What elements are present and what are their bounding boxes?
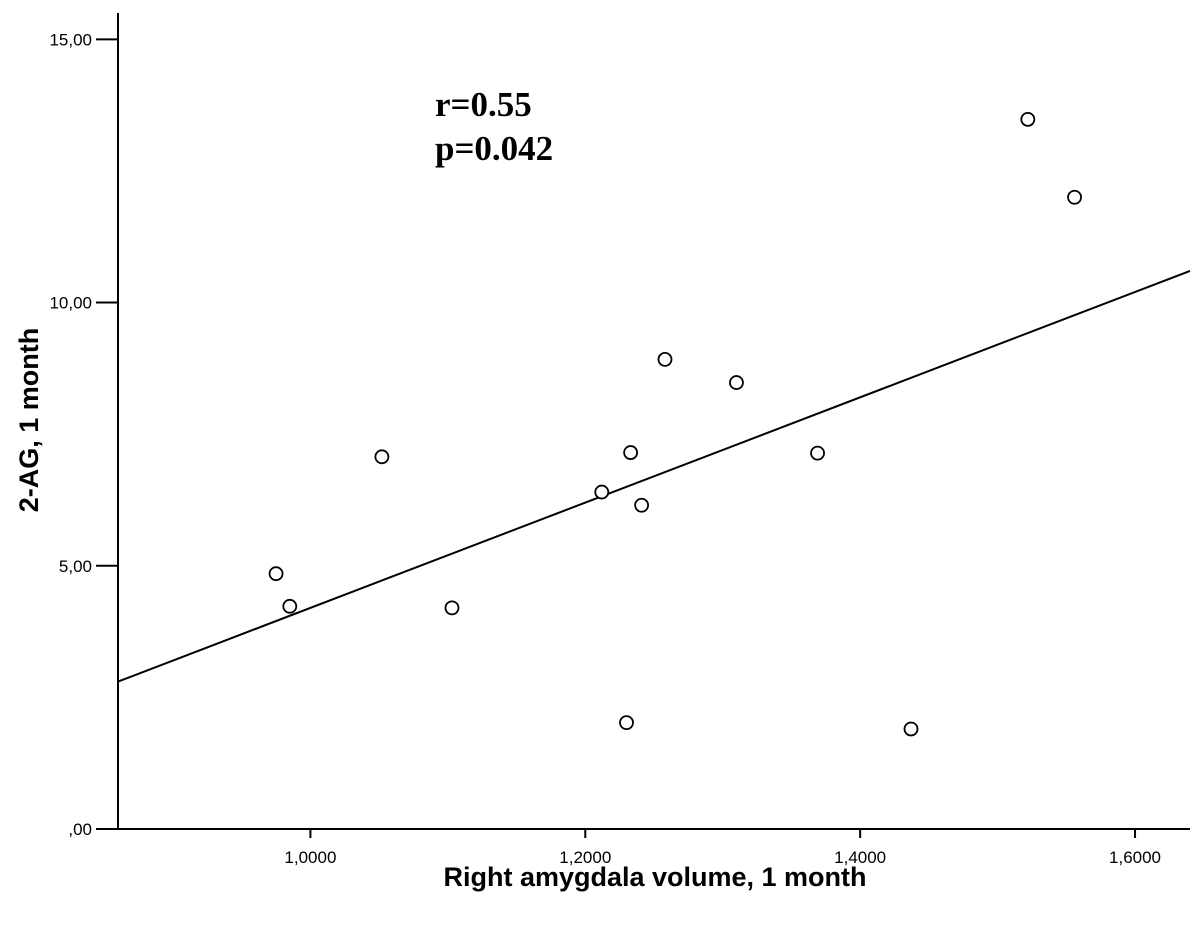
x-tick-label: 1,4000	[834, 848, 886, 867]
y-tick-label: 15,00	[49, 30, 92, 49]
regression-line-group	[117, 270, 1191, 683]
r-value-annotation: r=0.55	[435, 85, 532, 124]
data-point	[1020, 111, 1036, 127]
x-tick-label: 1,0000	[284, 848, 336, 867]
y-tick-label: 10,00	[49, 294, 92, 313]
data-point	[623, 445, 639, 460]
data-point	[1067, 189, 1082, 205]
y-axis-title: 2-AG, 1 month	[14, 328, 44, 513]
y-axis: ,00 5,00 10,00 15,00	[49, 13, 119, 839]
y-tick-label: 5,00	[59, 557, 92, 576]
x-tick-label: 1,2000	[559, 848, 611, 867]
data-point	[374, 449, 390, 465]
data-point	[619, 715, 634, 731]
data-point	[282, 598, 298, 614]
x-tick-label: 1,6000	[1109, 848, 1161, 867]
p-value-annotation: p=0.042	[435, 129, 553, 168]
x-axis: 1,0000 1,2000 1,4000 1,6000	[118, 828, 1190, 867]
data-point	[444, 600, 460, 616]
regression-line	[117, 270, 1191, 683]
data-points	[268, 111, 1082, 737]
data-point	[657, 352, 673, 367]
data-point	[903, 721, 919, 737]
x-axis-title: Right amygdala volume, 1 month	[443, 862, 866, 892]
data-point	[810, 445, 825, 461]
data-point	[634, 497, 650, 513]
data-point	[594, 484, 610, 500]
data-point	[729, 375, 744, 390]
data-point	[268, 566, 284, 582]
y-tick-label: ,00	[68, 820, 92, 839]
